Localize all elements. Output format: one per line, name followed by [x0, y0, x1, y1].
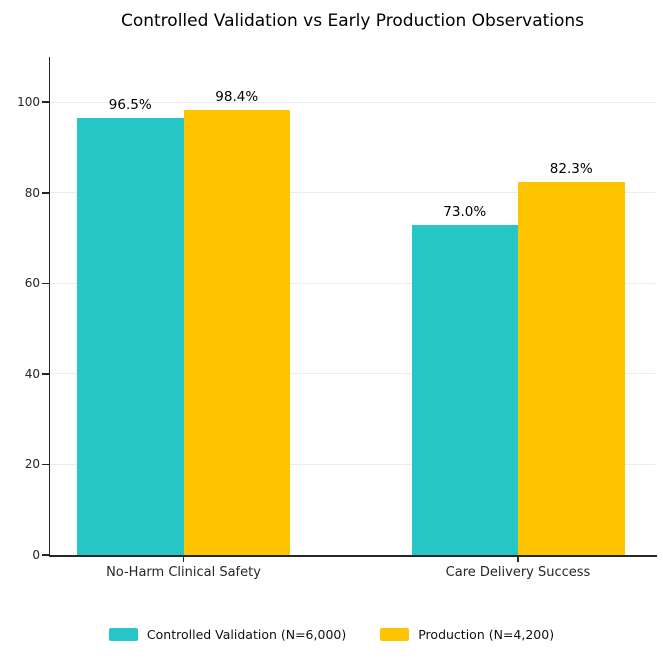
x-axis [48, 555, 657, 557]
legend-swatch [380, 628, 410, 641]
legend-item: Controlled Validation (N=6,000) [108, 627, 347, 642]
gridline [50, 101, 655, 103]
y-tick-mark [42, 192, 49, 194]
y-tick-mark [42, 463, 49, 466]
y-tick-label: 20 [24, 457, 40, 472]
gridline [50, 282, 655, 284]
bar [77, 118, 184, 555]
x-tick-mark [182, 556, 185, 563]
gridline [50, 373, 655, 375]
legend-label: Controlled Validation (N=6,000) [146, 627, 347, 642]
y-tick-mark [42, 282, 49, 285]
bar [518, 182, 625, 555]
gridline [50, 463, 655, 465]
y-axis [48, 57, 51, 557]
legend-swatch [108, 628, 138, 641]
y-tick-mark [42, 554, 49, 556]
y-tick-label: 100 [17, 95, 40, 110]
y-tick-label: 40 [24, 366, 40, 381]
legend: Controlled Validation (N=6,000) Productio… [0, 627, 663, 642]
legend-item: Production (N=4,200) [380, 627, 554, 642]
bar-value-label: 96.5% [108, 97, 152, 114]
bar-value-label: 98.4% [215, 88, 259, 105]
x-tick-label: No-Harm Clinical Safety [106, 565, 261, 580]
y-tick-label: 0 [32, 548, 40, 562]
x-tick-mark [517, 556, 519, 563]
y-tick-label: 60 [24, 276, 40, 291]
bar-value-label: 82.3% [549, 161, 593, 178]
bar [411, 224, 518, 555]
bar [183, 109, 290, 555]
bar-value-label: 73.0% [443, 203, 487, 220]
legend-label: Production (N=4,200) [418, 627, 555, 642]
y-tick-mark [42, 373, 49, 375]
y-tick-label: 80 [24, 185, 40, 200]
chart-title: Controlled Validation vs Early Productio… [120, 11, 585, 31]
x-tick-label: Care Delivery Success [445, 565, 591, 580]
gridline [50, 192, 655, 194]
y-tick-mark [42, 101, 49, 104]
